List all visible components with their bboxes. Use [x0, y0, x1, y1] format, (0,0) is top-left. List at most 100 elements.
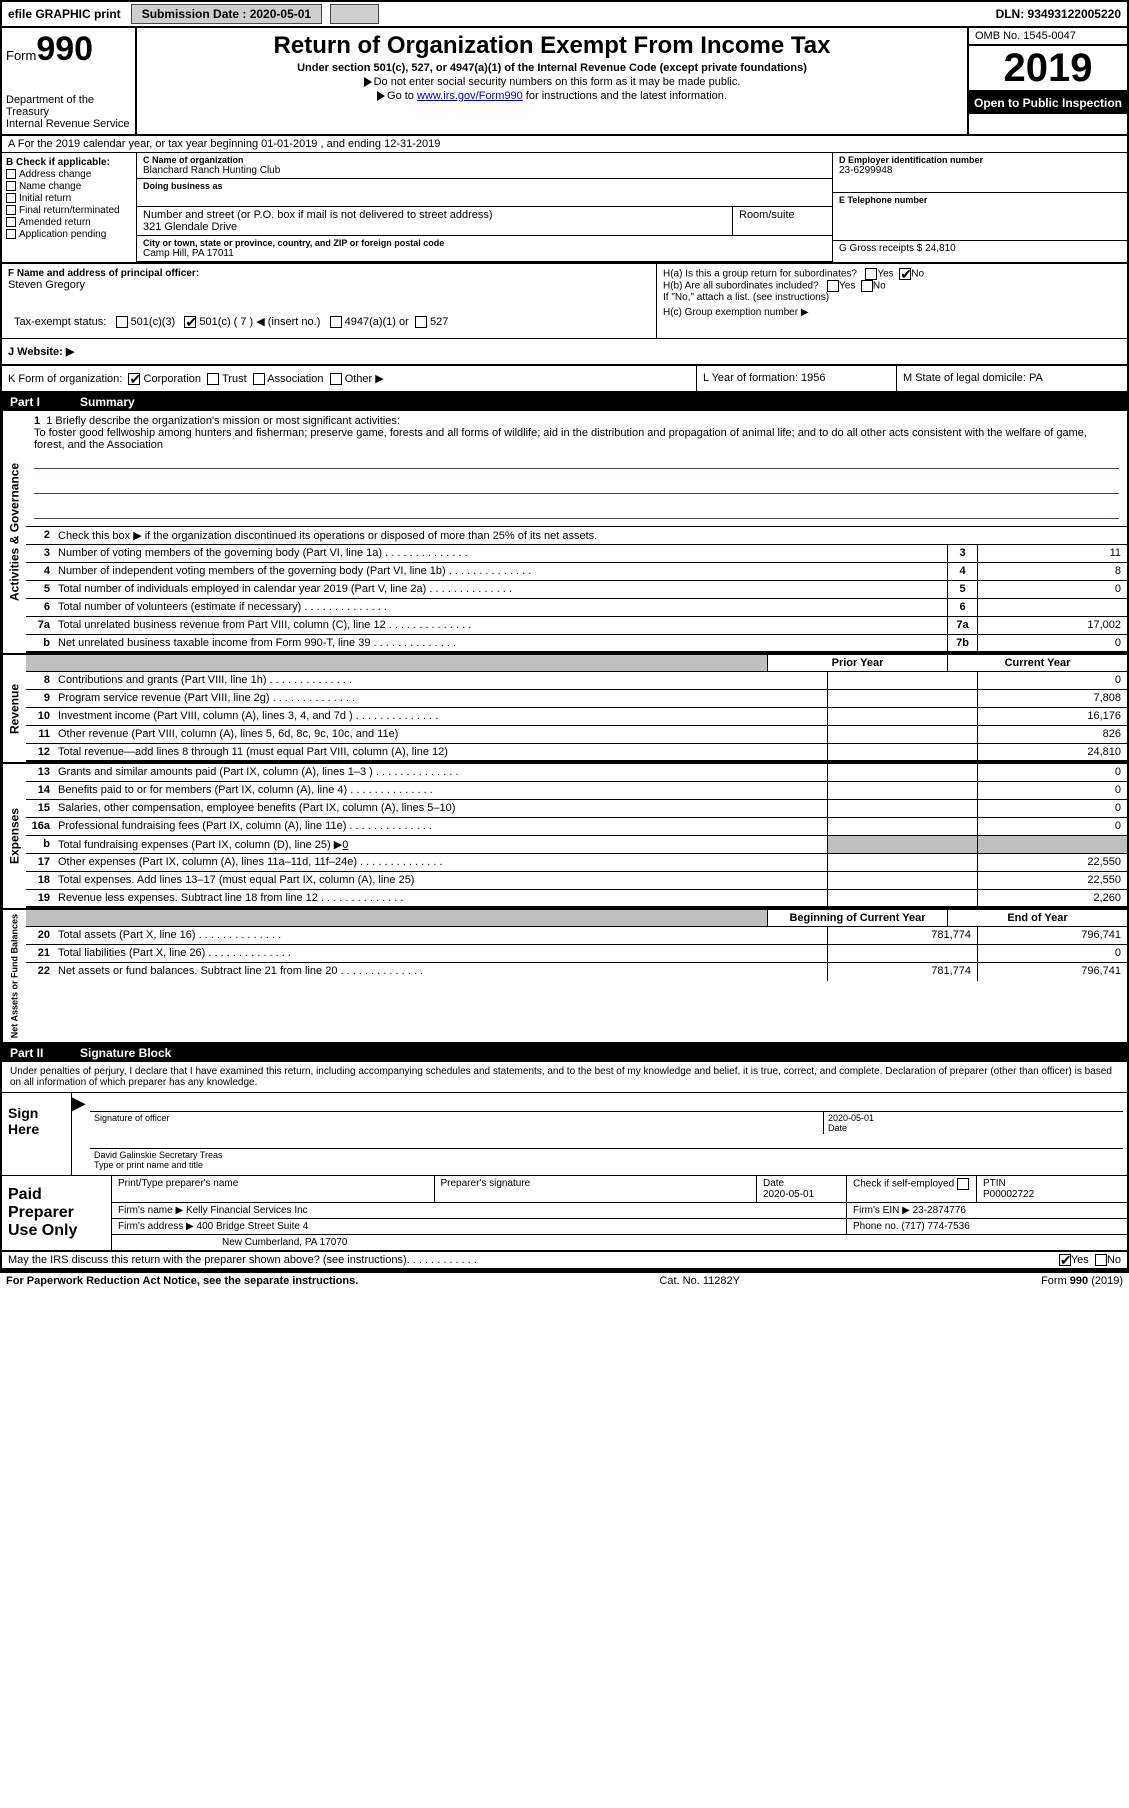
val-4: 8 — [977, 563, 1127, 580]
line-20: Total assets (Part X, line 16) — [54, 927, 827, 944]
val-15: 0 — [977, 800, 1127, 817]
side-tab-net-assets: Net Assets or Fund Balances — [2, 910, 26, 1042]
form-title: Return of Organization Exempt From Incom… — [143, 32, 961, 60]
val-16a: 0 — [977, 818, 1127, 835]
checkbox-assoc[interactable] — [253, 373, 265, 385]
website-row: J Website: ▶ — [2, 339, 1127, 366]
line-4: Number of independent voting members of … — [54, 563, 947, 580]
checkbox-hb-yes[interactable] — [827, 280, 839, 292]
form990-link[interactable]: www.irs.gov/Form990 — [417, 90, 523, 102]
checkbox-self-employed[interactable] — [957, 1178, 969, 1190]
line-5: Total number of individuals employed in … — [54, 581, 947, 598]
checkbox-address-change[interactable] — [6, 169, 16, 179]
val-22b: 796,741 — [977, 963, 1127, 981]
year-formation: L Year of formation: 1956 — [697, 366, 897, 391]
submission-date-button[interactable]: Submission Date : 2020-05-01 — [131, 4, 322, 24]
line-22: Net assets or fund balances. Subtract li… — [54, 963, 827, 981]
line-13: Grants and similar amounts paid (Part IX… — [54, 764, 827, 781]
signature-officer-label: Signature of officer — [90, 1112, 823, 1134]
blank-button[interactable] — [330, 4, 379, 24]
firm-name: Firm's name ▶ Kelly Financial Services I… — [112, 1203, 847, 1218]
h-a: H(a) Is this a group return for subordin… — [663, 268, 1121, 280]
street-address: 321 Glendale Drive — [143, 221, 726, 233]
end-year-hdr: End of Year — [947, 910, 1127, 926]
checkbox-hb-no[interactable] — [861, 280, 873, 292]
val-13: 0 — [977, 764, 1127, 781]
line-7b: Net unrelated business taxable income fr… — [54, 635, 947, 651]
officer-label: F Name and address of principal officer: — [8, 268, 650, 279]
part-1-header: Part ISummary — [2, 393, 1127, 411]
checkbox-name-change[interactable] — [6, 181, 16, 191]
val-9: 7,808 — [977, 690, 1127, 707]
ein-label: D Employer identification number — [839, 155, 1121, 165]
checkbox-4947[interactable] — [330, 316, 342, 328]
line-11: Other revenue (Part VIII, column (A), li… — [54, 726, 827, 743]
val-3: 11 — [977, 545, 1127, 562]
line-15: Salaries, other compensation, employee b… — [54, 800, 827, 817]
line-18: Total expenses. Add lines 13–17 (must eq… — [54, 872, 827, 889]
val-21b: 0 — [977, 945, 1127, 962]
checkbox-final-return[interactable] — [6, 205, 16, 215]
street-label: Number and street (or P.O. box if mail i… — [143, 209, 726, 221]
note-2: Go to www.irs.gov/Form990 for instructio… — [143, 90, 961, 102]
org-name: Blanchard Ranch Hunting Club — [143, 165, 826, 176]
line-21: Total liabilities (Part X, line 26) — [54, 945, 827, 962]
firm-address-2: New Cumberland, PA 17070 — [112, 1235, 1127, 1250]
current-year-hdr: Current Year — [947, 655, 1127, 671]
form-header: Form990 Department of the Treasury Inter… — [2, 28, 1127, 136]
ein-value: 23-6299948 — [839, 165, 1121, 176]
checkbox-501c3[interactable] — [116, 316, 128, 328]
k-form-org: K Form of organization: Corporation Trus… — [2, 366, 697, 391]
firm-address-1: Firm's address ▶ 400 Bridge Street Suite… — [112, 1219, 847, 1234]
tax-year: 2019 — [969, 46, 1127, 92]
checkbox-other[interactable] — [330, 373, 342, 385]
checkbox-initial-return[interactable] — [6, 193, 16, 203]
checkbox-527[interactable] — [415, 316, 427, 328]
checkbox-amended[interactable] — [6, 217, 16, 227]
checkbox-discuss-yes[interactable] — [1059, 1254, 1071, 1266]
column-b: B Check if applicable: Address change Na… — [2, 153, 137, 262]
val-11: 826 — [977, 726, 1127, 743]
val-12: 24,810 — [977, 744, 1127, 760]
line-19: Revenue less expenses. Subtract line 18 … — [54, 890, 827, 906]
line-16b: Total fundraising expenses (Part IX, col… — [54, 836, 827, 853]
efile-label: efile GRAPHIC print — [2, 5, 127, 23]
dln-label: DLN: 93493122005220 — [990, 5, 1127, 23]
org-name-label: C Name of organization — [143, 155, 826, 165]
val-8: 0 — [977, 672, 1127, 689]
checkbox-trust[interactable] — [207, 373, 219, 385]
checkbox-ha-no[interactable] — [899, 268, 911, 280]
checkbox-501c[interactable] — [184, 316, 196, 328]
room-label: Room/suite — [739, 209, 826, 221]
val-7b: 0 — [977, 635, 1127, 651]
line-3: Number of voting members of the governin… — [54, 545, 947, 562]
line-2: Check this box ▶ if the organization dis… — [54, 527, 1127, 544]
checkbox-corp[interactable] — [128, 373, 140, 385]
checkbox-ha-yes[interactable] — [865, 268, 877, 280]
dept-label: Department of the Treasury Internal Reve… — [6, 94, 131, 130]
val-22a: 781,774 — [827, 963, 977, 981]
checkbox-pending[interactable] — [6, 229, 16, 239]
city-state-zip: Camp Hill, PA 17011 — [143, 248, 826, 259]
self-employed-check: Check if self-employed — [847, 1176, 977, 1202]
sign-here-label: Sign Here — [2, 1093, 72, 1175]
val-20a: 781,774 — [827, 927, 977, 944]
val-21a — [827, 945, 977, 962]
line-14: Benefits paid to or for members (Part IX… — [54, 782, 827, 799]
state-domicile: M State of legal domicile: PA — [897, 366, 1127, 391]
line-17: Other expenses (Part IX, column (A), lin… — [54, 854, 827, 871]
cat-no: Cat. No. 11282Y — [659, 1275, 740, 1287]
h-b-note: If "No," attach a list. (see instruction… — [663, 292, 1121, 303]
line-6: Total number of volunteers (estimate if … — [54, 599, 947, 616]
paid-preparer-label: Paid Preparer Use Only — [2, 1176, 112, 1250]
line-16a: Professional fundraising fees (Part IX, … — [54, 818, 827, 835]
firm-phone: Phone no. (717) 774-7536 — [847, 1219, 1127, 1234]
val-17: 22,550 — [977, 854, 1127, 871]
preparer-name-label: Print/Type preparer's name — [112, 1176, 435, 1202]
form-990-footer: Form 990 (2019) — [1041, 1275, 1123, 1287]
side-tab-expenses: Expenses — [2, 764, 26, 908]
line-12: Total revenue—add lines 8 through 11 (mu… — [54, 744, 827, 760]
line-8: Contributions and grants (Part VIII, lin… — [54, 672, 827, 689]
row-a: A For the 2019 calendar year, or tax yea… — [2, 136, 1127, 153]
checkbox-discuss-no[interactable] — [1095, 1254, 1107, 1266]
